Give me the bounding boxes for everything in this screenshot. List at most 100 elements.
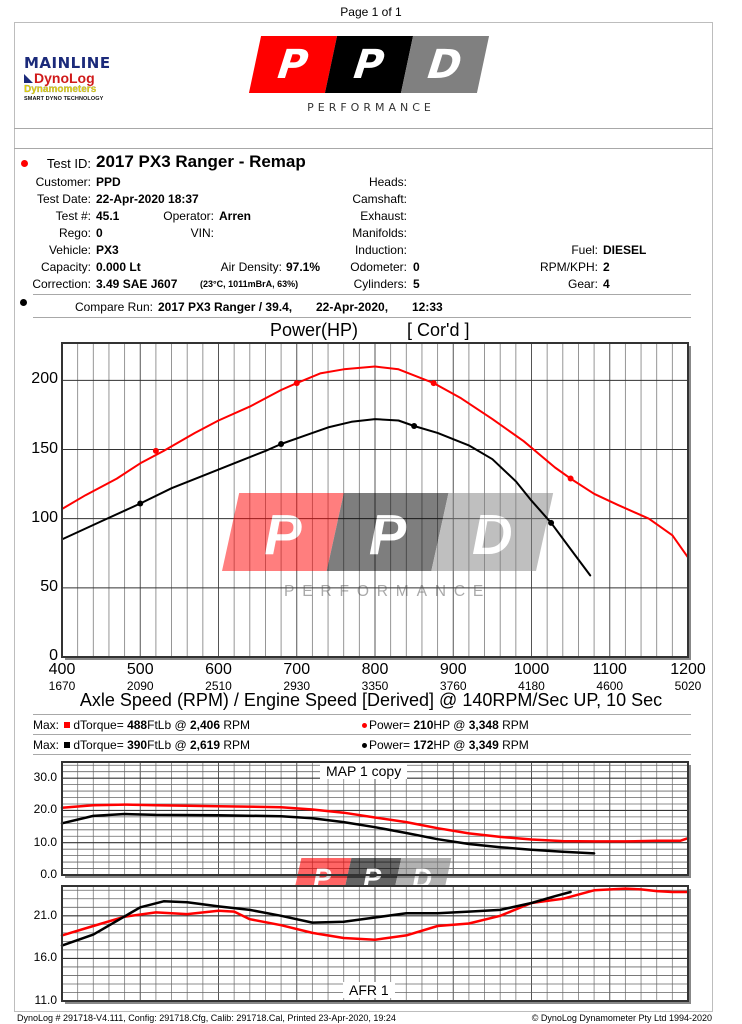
test-num-value: 45.1 (96, 209, 120, 223)
x-tick-secondary: 4600 (596, 679, 624, 693)
customer-label: Customer: (35, 175, 91, 189)
afr-chart (60, 885, 691, 1004)
y-tick: 50 (40, 577, 58, 595)
svg-text:D: D (472, 503, 513, 566)
logo-text: DynoLog (34, 70, 95, 86)
odometer-value: 0 (413, 260, 420, 274)
ppd-tagline: PERFORMANCE (307, 101, 435, 114)
rpm-kph-value: 2 (603, 260, 610, 274)
heads-label: Heads: (368, 175, 407, 189)
x-tick: 1200 (670, 661, 706, 678)
rpm-unit: RPM (502, 718, 529, 732)
induction-label: Induction: (354, 243, 407, 257)
power-chart: P P D PERFORMANCE (61, 342, 691, 660)
gear-label: Gear: (567, 277, 598, 291)
divider (33, 754, 691, 755)
y-tick: 11.0 (34, 993, 57, 1007)
y-tick: 100 (31, 508, 58, 526)
x-tick: 600 (205, 661, 232, 678)
svg-text:PERFORMANCE: PERFORMANCE (284, 583, 491, 600)
x-tick: 500 (126, 661, 154, 678)
x-tick: 800 (361, 661, 389, 678)
svg-text:P: P (369, 503, 407, 566)
logo-line-dynolog: DynoLog (24, 71, 134, 85)
y-tick: 30.0 (33, 770, 57, 785)
divider (33, 294, 691, 295)
dynolog-triangle-icon (24, 74, 33, 83)
summary-row-compare: Max: dTorque= 390FtLb @ 2,619 RPM (33, 738, 250, 752)
x-tick: 700 (283, 661, 311, 678)
air-density-value: 97.1% (286, 260, 321, 274)
power-chart-subtitle: [ Cor'd ] (407, 320, 470, 340)
power-unit: HP @ (433, 718, 466, 732)
torque-value: 488 (127, 718, 148, 732)
air-density-label: Air Density: (220, 260, 282, 274)
exhaust-label: Exhaust: (360, 209, 407, 223)
page-number: Page 1 of 1 (340, 5, 402, 19)
rpm-unit: RPM (223, 718, 251, 732)
cylinders-value: 5 (413, 277, 420, 291)
camshaft-label: Camshaft: (352, 192, 407, 206)
y-tick: 0.0 (40, 867, 57, 881)
correction-label: Correction: (32, 277, 91, 291)
red-dot-icon (362, 722, 367, 728)
vin-label: VIN: (190, 226, 214, 240)
test-date-value: 22-Apr-2020 18:37 (96, 192, 199, 206)
logo-line-tagline: SMART DYNO TECHNOLOGY (24, 96, 104, 102)
x-tick-secondary: 1670 (48, 679, 76, 693)
fuel-label: Fuel: (571, 243, 598, 257)
odometer-label: Odometer: (350, 260, 407, 274)
test-color-dot (21, 160, 28, 167)
mainline-dynolog-logo: MAINLINE DynoLog Dynamometers SMART DYNO… (24, 56, 134, 103)
x-tick: 1000 (513, 661, 550, 678)
torque-rpm: 2,406 (189, 718, 221, 732)
divider (33, 734, 691, 735)
torque-unit: FtLb @ (147, 738, 187, 752)
svg-text:P: P (264, 503, 302, 566)
logo-line-mainline: MAINLINE (24, 54, 111, 72)
power-unit: HP @ (433, 738, 466, 752)
rego-value: 0 (96, 226, 103, 240)
torque-unit: FtLb @ (147, 718, 187, 732)
x-tick: 400 (48, 661, 76, 678)
y-tick: 10.0 (33, 834, 57, 849)
divider (14, 128, 713, 129)
x-tick-secondary: 2510 (205, 679, 232, 693)
compare-run-name: 2017 PX3 Ranger / 39.4, (158, 300, 293, 314)
report-frame (14, 22, 713, 1012)
rpm-unit: RPM (502, 738, 529, 752)
gear-value: 4 (603, 277, 610, 291)
red-square-icon (64, 722, 71, 729)
compare-color-dot (20, 299, 27, 306)
test-date-label: Test Date: (36, 192, 91, 206)
power-rpm: 3,348 (468, 718, 499, 732)
power-rpm: 3,349 (468, 738, 499, 752)
fuel-value: DIESEL (603, 243, 647, 257)
torque-label: dTorque= (73, 738, 124, 752)
x-tick-secondary: 3350 (361, 679, 389, 693)
y-tick: 150 (31, 439, 58, 457)
vehicle-label: Vehicle: (48, 243, 91, 257)
power-label: Power= (369, 718, 411, 732)
map-chart-title: MAP 1 copy (320, 763, 408, 779)
capacity-value: 0.000 Lt (96, 260, 141, 274)
x-tick-secondary: 5020 (674, 679, 702, 693)
summary-power-remap: Power= 210HP @ 3,348 RPM (362, 718, 529, 732)
x-tick-secondary: 2090 (126, 679, 154, 693)
x-tick-secondary: 3760 (439, 679, 467, 693)
black-square-icon (64, 742, 71, 749)
cylinders-label: Cylinders: (353, 277, 407, 291)
power-value: 210 (413, 718, 434, 732)
vehicle-value: PX3 (96, 243, 119, 257)
test-id-label: Test ID: (46, 156, 91, 171)
power-chart-title: Power(HP) (270, 320, 359, 340)
customer-value: PPD (96, 175, 121, 189)
x-tick: 1100 (592, 661, 627, 678)
x-tick-secondary: 4180 (518, 679, 545, 693)
logo-line-dynamometers: Dynamometers (24, 84, 97, 95)
operator-value: Arren (219, 209, 252, 223)
y-tick: 21.0 (33, 907, 57, 922)
compare-run-time: 12:33 (412, 300, 443, 314)
